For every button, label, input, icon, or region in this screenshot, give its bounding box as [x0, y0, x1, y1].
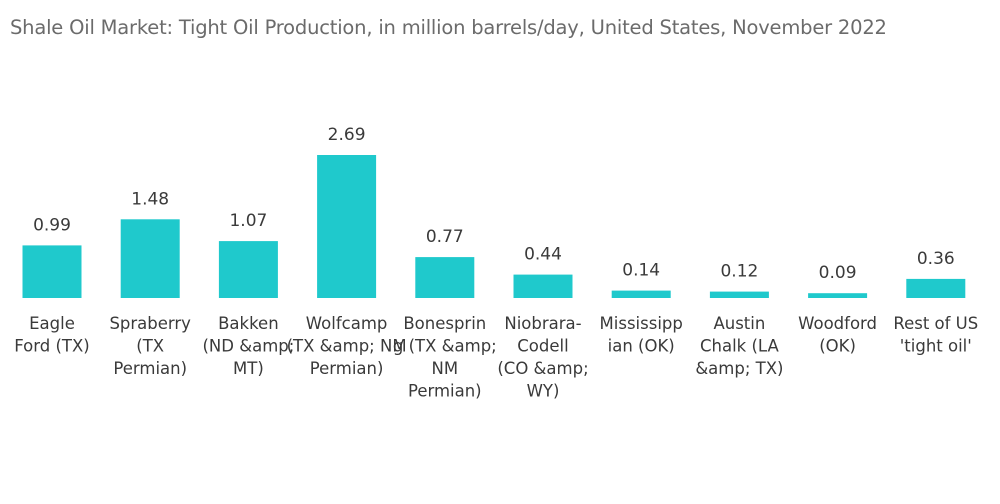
- category-label-2: Bakken (ND &amp; MT): [202, 314, 294, 378]
- category-label-line: (TX &amp; NM: [287, 337, 407, 356]
- category-label-line: Wolfcamp: [306, 314, 388, 333]
- bar-8: [808, 293, 868, 298]
- value-label-2: 1.07: [229, 211, 267, 231]
- category-label-line: Woodford: [798, 314, 877, 333]
- category-label-line: g (TX &amp;: [393, 337, 497, 356]
- value-label-1: 1.48: [131, 189, 169, 209]
- category-label-line: Niobrara-: [504, 314, 581, 333]
- category-label-line: Ford (TX): [14, 337, 89, 356]
- category-label-line: Rest of US: [893, 314, 978, 333]
- bar-4: [415, 257, 475, 298]
- category-label-line: Permian): [408, 382, 482, 401]
- value-label-6: 0.14: [622, 261, 660, 281]
- category-label-line: Chalk (LA: [700, 337, 779, 356]
- category-label-line: Permian): [310, 359, 384, 378]
- labels-layer: 0.99 Eagle Ford (TX) 1.48 Spraberry (TX Permia…: [14, 125, 978, 401]
- bar-0: [22, 245, 82, 298]
- bar-7: [709, 291, 769, 298]
- category-label-line: NM: [432, 359, 459, 378]
- category-label-3: Wolfcamp (TX &amp; NM Permian): [287, 314, 407, 378]
- bar-1: [120, 219, 180, 298]
- category-label-line: Mississipp: [600, 314, 683, 333]
- category-label-6: Mississipp ian (OK): [600, 314, 683, 356]
- bar-2: [218, 241, 278, 298]
- value-label-4: 0.77: [426, 227, 464, 247]
- bar-9: [906, 278, 966, 298]
- value-label-7: 0.12: [720, 262, 758, 282]
- category-label-line: Bakken: [218, 314, 279, 333]
- category-label-line: Austin: [713, 314, 765, 333]
- bar-6: [611, 290, 671, 298]
- category-label-9: Rest of US 'tight oil': [893, 314, 978, 356]
- category-label-7: Austin Chalk (LA &amp; TX): [695, 314, 783, 378]
- category-label-line: ian (OK): [608, 337, 675, 356]
- category-label-line: 'tight oil': [900, 337, 972, 356]
- category-label-line: (OK): [819, 337, 856, 356]
- value-label-5: 0.44: [524, 245, 562, 265]
- category-label-line: Permian): [113, 359, 187, 378]
- bar-5: [513, 274, 573, 298]
- category-label-1: Spraberry (TX Permian): [109, 314, 191, 378]
- chart-title: Shale Oil Market: Tight Oil Production, …: [10, 16, 887, 39]
- category-label-line: Codell: [517, 337, 568, 356]
- category-label-5: Niobrara- Codell (CO &amp; WY): [497, 314, 588, 401]
- value-label-3: 2.69: [328, 125, 366, 145]
- category-label-0: Eagle Ford (TX): [14, 314, 89, 356]
- value-label-0: 0.99: [33, 215, 71, 235]
- value-label-9: 0.36: [917, 249, 955, 269]
- category-label-line: &amp; TX): [695, 359, 783, 378]
- category-label-line: (ND &amp;: [202, 337, 294, 356]
- category-label-line: Spraberry: [109, 314, 191, 333]
- category-label-line: MT): [233, 359, 264, 378]
- category-label-line: Bonesprin: [403, 314, 486, 333]
- category-label-line: (TX: [136, 337, 164, 356]
- category-label-8: Woodford (OK): [798, 314, 877, 356]
- value-label-8: 0.09: [819, 263, 857, 283]
- bars-layer: [22, 155, 966, 298]
- category-label-4: Bonesprin g (TX &amp; NM Permian): [393, 314, 497, 401]
- category-label-line: WY): [527, 382, 560, 401]
- category-label-line: Eagle: [29, 314, 75, 333]
- bar-3: [317, 155, 377, 298]
- category-label-line: (CO &amp;: [497, 359, 588, 378]
